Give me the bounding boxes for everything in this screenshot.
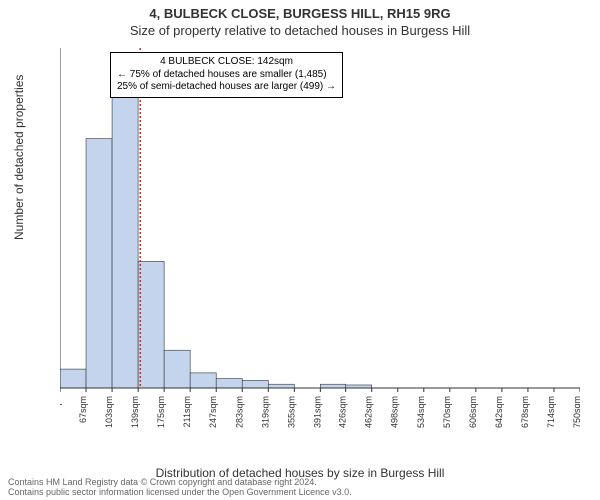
footer-attribution: Contains HM Land Registry data © Crown c…: [8, 478, 352, 498]
svg-text:103sqm: 103sqm: [104, 396, 114, 428]
svg-text:31sqm: 31sqm: [60, 396, 62, 423]
svg-text:67sqm: 67sqm: [78, 396, 88, 423]
histogram-bar: [268, 384, 294, 388]
annotation-box: 4 BULBECK CLOSE: 142sqm ← 75% of detache…: [110, 52, 343, 98]
svg-text:750sqm: 750sqm: [572, 396, 580, 428]
footer-line2: Contains public sector information licen…: [8, 488, 352, 498]
chart-title-sub: Size of property relative to detached ho…: [0, 21, 600, 42]
histogram-bar: [242, 380, 268, 388]
svg-text:534sqm: 534sqm: [416, 396, 426, 428]
svg-text:391sqm: 391sqm: [312, 396, 322, 428]
annotation-title: 4 BULBECK CLOSE: 142sqm: [117, 56, 336, 69]
histogram-bar: [60, 369, 86, 388]
svg-text:498sqm: 498sqm: [390, 396, 400, 428]
svg-text:606sqm: 606sqm: [468, 396, 478, 428]
svg-text:678sqm: 678sqm: [520, 396, 530, 428]
svg-text:462sqm: 462sqm: [364, 396, 374, 428]
svg-text:426sqm: 426sqm: [338, 396, 348, 428]
annotation-line2: 25% of semi-detached houses are larger (…: [117, 81, 336, 94]
svg-text:570sqm: 570sqm: [442, 396, 452, 428]
svg-text:283sqm: 283sqm: [234, 396, 244, 428]
svg-text:319sqm: 319sqm: [260, 396, 270, 428]
svg-text:642sqm: 642sqm: [494, 396, 504, 428]
chart-title-main: 4, BULBECK CLOSE, BURGESS HILL, RH15 9RG: [0, 0, 600, 21]
histogram-bar: [138, 261, 164, 388]
histogram-plot: 010020030040050060070080090031sqm67sqm10…: [60, 48, 580, 428]
svg-text:139sqm: 139sqm: [130, 396, 140, 428]
svg-text:714sqm: 714sqm: [546, 396, 556, 428]
svg-text:175sqm: 175sqm: [156, 396, 166, 428]
svg-text:211sqm: 211sqm: [182, 396, 192, 427]
histogram-bar: [86, 139, 112, 388]
histogram-bar: [112, 97, 138, 388]
annotation-line1: ← 75% of detached houses are smaller (1,…: [117, 69, 336, 82]
histogram-bar: [190, 373, 216, 388]
chart-area: 010020030040050060070080090031sqm67sqm10…: [60, 48, 580, 428]
histogram-bar: [216, 379, 242, 388]
svg-text:355sqm: 355sqm: [286, 396, 296, 428]
histogram-bar: [164, 350, 190, 388]
y-axis-label: Number of detached properties: [12, 75, 26, 240]
svg-text:247sqm: 247sqm: [208, 396, 218, 428]
histogram-bar: [320, 384, 345, 388]
